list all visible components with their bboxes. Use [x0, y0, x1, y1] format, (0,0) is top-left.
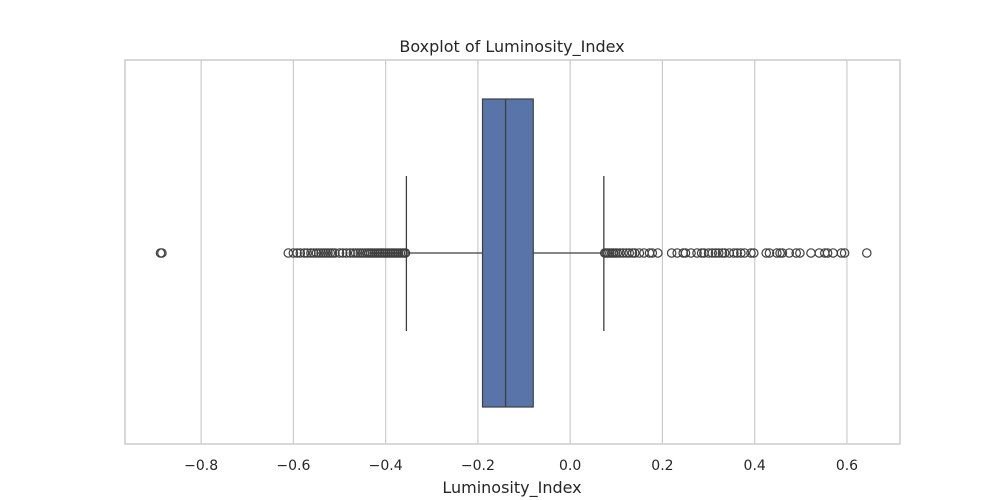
outlier-point — [795, 248, 805, 258]
outlier-point — [400, 248, 411, 258]
outlier-point — [748, 248, 759, 258]
outlier-point — [828, 248, 838, 258]
outlier-point — [634, 248, 645, 258]
outlier-point — [618, 248, 629, 258]
x-tick-labels: −0.8 −0.6 −0.4 −0.2 0.0 0.2 0.4 0.6 — [184, 458, 858, 474]
outliers — [155, 248, 872, 258]
x-tick-label: −0.2 — [461, 458, 495, 474]
outlier-point — [288, 248, 299, 258]
outlier-point — [806, 248, 816, 258]
outlier-point — [732, 248, 742, 258]
x-tick-label: −0.8 — [184, 458, 218, 474]
outlier-point — [157, 248, 167, 258]
outlier-point — [295, 248, 306, 258]
boxplot — [405, 98, 605, 408]
outlier-point — [692, 248, 702, 258]
outlier-point — [707, 248, 718, 258]
outlier-point — [299, 248, 310, 258]
outlier-point — [647, 248, 658, 258]
chart-title: Boxplot of Luminosity_Index — [399, 37, 624, 57]
outlier-point — [710, 248, 721, 258]
outlier-point — [334, 248, 345, 258]
outlier-point — [784, 248, 795, 258]
outlier-point — [736, 248, 746, 258]
outlier-point — [772, 248, 782, 258]
plot-frame — [124, 59, 901, 445]
outlier-point — [746, 248, 756, 258]
outlier-point — [719, 248, 730, 258]
iqr-box — [481, 98, 534, 408]
x-tick-label: 0.6 — [836, 458, 858, 474]
outlier-point — [666, 248, 677, 258]
outlier-point — [861, 248, 872, 258]
outlier-point — [761, 248, 772, 258]
outlier-point — [612, 248, 623, 258]
outlier-point — [836, 248, 847, 258]
outlier-point — [713, 248, 724, 258]
x-tick-label: −0.6 — [276, 458, 310, 474]
outlier-point — [822, 248, 833, 258]
outlier-point — [777, 248, 788, 258]
outlier-point — [337, 248, 348, 258]
outlier-point — [729, 248, 739, 258]
outlier-point — [308, 248, 319, 258]
x-axis-label: Luminosity_Index — [442, 478, 581, 498]
x-tick-label: 0.0 — [559, 458, 581, 474]
outlier-point — [615, 248, 625, 258]
outlier-point — [703, 248, 714, 258]
outlier-point — [686, 248, 696, 258]
outlier-point — [791, 248, 802, 258]
outlier-point — [739, 248, 750, 258]
outlier-point — [653, 248, 663, 258]
outlier-point — [839, 248, 850, 258]
x-tick-label: −0.4 — [369, 458, 403, 474]
x-tick-label: 0.2 — [651, 458, 673, 474]
outlier-point — [680, 248, 691, 258]
outlier-point — [302, 248, 313, 258]
outlier-point — [629, 248, 640, 258]
outlier-point — [292, 248, 302, 258]
x-tick-label: 0.4 — [744, 458, 766, 474]
outlier-point — [341, 248, 352, 258]
outlier-point — [764, 248, 775, 258]
outlier-point — [624, 248, 635, 258]
